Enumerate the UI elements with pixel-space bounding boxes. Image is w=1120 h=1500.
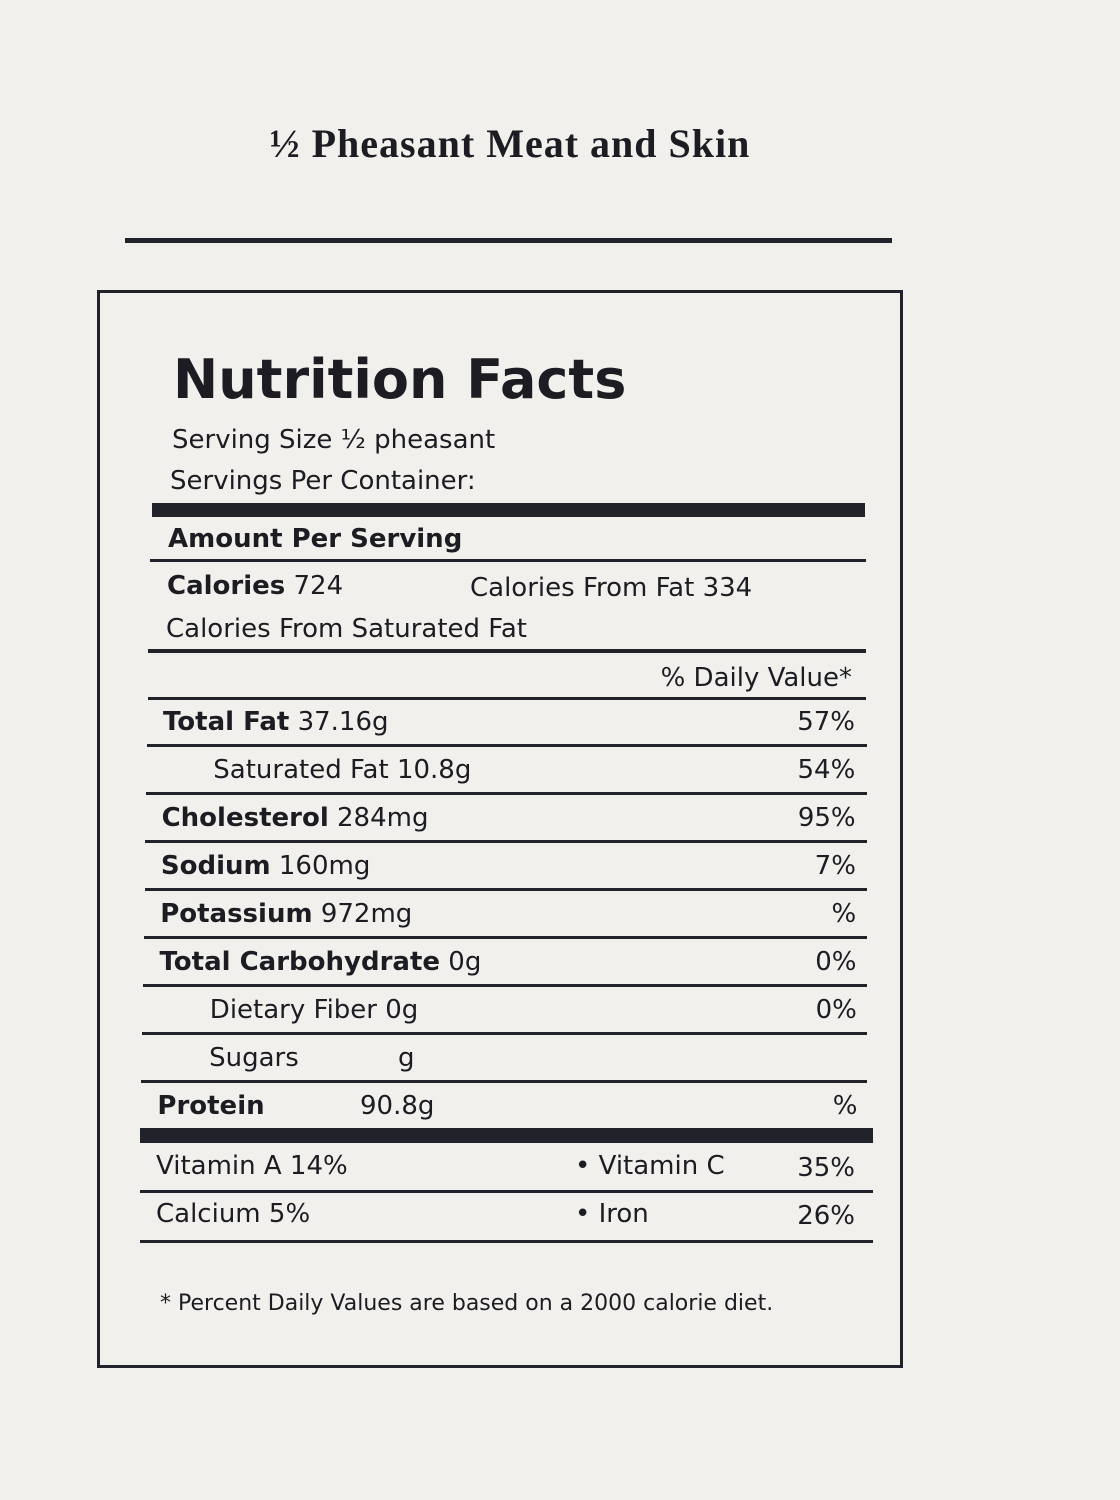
calories-amount: 724 xyxy=(293,571,344,601)
row-rule xyxy=(148,649,866,653)
vitamin-middle: • Vitamin C xyxy=(575,1151,725,1181)
daily-percent: 95% xyxy=(797,803,856,833)
daily-percent: % xyxy=(831,899,857,929)
nutrient-amount: 972mg xyxy=(320,899,413,929)
daily-percent: % xyxy=(832,1091,858,1121)
nutrient-name: Total Carbohydrate xyxy=(159,947,441,977)
calories: Calories 724 xyxy=(167,568,343,604)
nutrient-name: Saturated Fat xyxy=(213,755,389,785)
title-rule xyxy=(125,238,892,243)
servings-per-container: Servings Per Container: xyxy=(170,466,476,496)
nutrient-amount: 0g xyxy=(385,995,419,1025)
vitamin-left: Vitamin A 14% xyxy=(156,1151,348,1181)
row-rule xyxy=(140,1240,873,1243)
nutrient-row: Total Fat 37.16g xyxy=(163,704,389,740)
row-rule xyxy=(143,936,867,939)
row-rule xyxy=(141,1080,867,1083)
row-rule xyxy=(148,697,866,700)
calories-from-saturated-fat: Calories From Saturated Fat xyxy=(166,614,528,644)
nutrient-name: Sodium xyxy=(160,851,271,881)
label-box xyxy=(97,290,903,1368)
nutrient-amount: 284mg xyxy=(337,803,429,833)
nutrient-amount: 37.16g xyxy=(297,707,389,737)
nutrient-row: Cholesterol 284mg xyxy=(162,800,429,836)
nutrient-amount: g xyxy=(398,1043,415,1073)
thick-bar xyxy=(152,503,865,517)
row-rule xyxy=(145,840,867,843)
thick-bar xyxy=(140,1128,873,1143)
calories-from-fat: Calories From Fat 334 xyxy=(470,573,753,603)
daily-percent: 0% xyxy=(815,995,857,1025)
nutrient-row: Total Carbohydrate 0g xyxy=(160,944,482,980)
vitamin-left: Calcium 5% xyxy=(156,1199,311,1229)
row-rule xyxy=(150,559,866,562)
vitamin-percent: 35% xyxy=(797,1153,855,1183)
nutrient-name: Potassium xyxy=(160,899,313,929)
nutrient-amount: 90.8g xyxy=(360,1091,435,1121)
row-rule xyxy=(146,792,867,795)
row-rule xyxy=(144,888,867,891)
nutrient-amount: 0g xyxy=(448,947,482,977)
vitamin-percent: 26% xyxy=(797,1201,855,1231)
footnote: * Percent Daily Values are based on a 20… xyxy=(160,1291,774,1316)
daily-percent: 54% xyxy=(797,755,856,785)
serving-size: Serving Size ½ pheasant xyxy=(172,425,496,455)
nutrient-name: Dietary Fiber xyxy=(209,995,377,1025)
row-rule xyxy=(140,1190,873,1193)
daily-percent: 57% xyxy=(797,707,855,737)
nutrient-name: Protein xyxy=(157,1091,265,1121)
vitamin-middle: • Iron xyxy=(575,1199,649,1229)
label-heading: Nutrition Facts xyxy=(173,348,627,411)
amount-per-serving: Amount Per Serving xyxy=(168,524,463,554)
nutrient-row: Sugars xyxy=(209,1040,299,1076)
daily-percent: 0% xyxy=(815,947,857,977)
page-title: ½ Pheasant Meat and Skin xyxy=(269,121,751,166)
row-rule xyxy=(147,744,867,747)
nutrient-row: Sodium 160mg xyxy=(161,848,370,884)
nutrient-amount: 10.8g xyxy=(396,755,472,785)
row-rule xyxy=(142,1032,867,1035)
daily-percent: 7% xyxy=(814,851,856,881)
row-rule xyxy=(143,984,867,987)
daily-value-header: % Daily Value* xyxy=(660,663,852,693)
nutrient-row: Potassium 972mg xyxy=(160,896,412,932)
nutrient-name: Cholesterol xyxy=(161,803,329,833)
nutrient-row: Saturated Fat 10.8g xyxy=(213,752,471,788)
nutrient-amount: 160mg xyxy=(278,851,371,881)
nutrient-name: Total Fat xyxy=(163,707,290,737)
nutrient-row: Protein xyxy=(157,1088,264,1124)
nutrient-row: Dietary Fiber 0g xyxy=(210,992,419,1028)
calories-name: Calories xyxy=(167,571,286,601)
nutrient-name: Sugars xyxy=(209,1043,299,1073)
